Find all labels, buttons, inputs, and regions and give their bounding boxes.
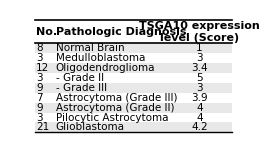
Bar <box>35 103 232 113</box>
Text: Pilocytic Astrocytoma: Pilocytic Astrocytoma <box>56 112 168 123</box>
Text: 4: 4 <box>196 103 203 113</box>
Text: 3: 3 <box>36 53 43 63</box>
Bar <box>35 43 232 53</box>
Text: 3.4: 3.4 <box>191 63 208 73</box>
Text: 3: 3 <box>36 73 43 83</box>
Bar <box>35 53 232 63</box>
Text: - Grade III: - Grade III <box>56 83 107 93</box>
Text: 9: 9 <box>36 103 43 113</box>
Text: 4: 4 <box>196 112 203 123</box>
Text: 8: 8 <box>36 43 43 53</box>
Text: TSGA10 expression
level (Score): TSGA10 expression level (Score) <box>139 21 260 43</box>
Text: Oligodendroglioma: Oligodendroglioma <box>56 63 155 73</box>
Text: 5: 5 <box>196 73 203 83</box>
Bar <box>35 63 232 73</box>
Bar <box>35 122 232 132</box>
Text: 12: 12 <box>36 63 49 73</box>
Bar <box>35 20 232 43</box>
Text: No.: No. <box>36 27 57 37</box>
Bar <box>35 73 232 83</box>
Text: Normal Brain: Normal Brain <box>56 43 125 53</box>
Bar <box>35 83 232 93</box>
Text: 3: 3 <box>196 83 203 93</box>
Text: - Grade II: - Grade II <box>56 73 104 83</box>
Text: 4.2: 4.2 <box>191 122 208 132</box>
Text: 1: 1 <box>196 43 203 53</box>
Text: 3.9: 3.9 <box>191 93 208 103</box>
Bar <box>35 113 232 122</box>
Text: 7: 7 <box>36 93 43 103</box>
Bar <box>35 93 232 103</box>
Text: Pathologic Diagnosis: Pathologic Diagnosis <box>56 27 186 37</box>
Text: Medulloblastoma: Medulloblastoma <box>56 53 145 63</box>
Text: Astrocytoma (Grade III): Astrocytoma (Grade III) <box>56 93 177 103</box>
Text: 3: 3 <box>36 112 43 123</box>
Text: Astrocytoma (Grade II): Astrocytoma (Grade II) <box>56 103 174 113</box>
Text: 21: 21 <box>36 122 49 132</box>
Text: Glioblastoma: Glioblastoma <box>56 122 125 132</box>
Text: 9: 9 <box>36 83 43 93</box>
Text: 3: 3 <box>196 53 203 63</box>
